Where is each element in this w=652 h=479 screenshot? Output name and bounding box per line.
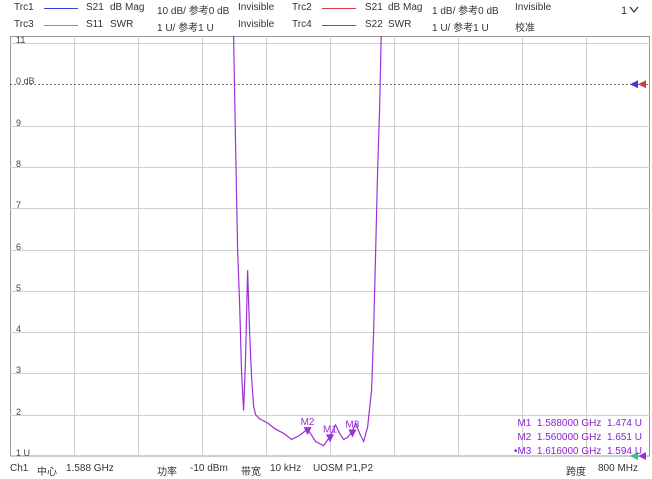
plot-area[interactable]: M1 M2 M3 11 0 dB 9 8 7 6 5 4 3 2 1 U M1 1.588000 GHz… (10, 34, 650, 461)
trace-state: Invisible (515, 2, 552, 13)
span-label: 跨度 (566, 467, 586, 478)
svg-text:1: 1 (621, 5, 627, 16)
marker-label: M1 (517, 418, 532, 429)
trace-name[interactable]: Trc3 (14, 19, 34, 30)
marker-freq: 1.588000 GHz (536, 418, 602, 429)
bandwidth-label: 带宽 (241, 467, 261, 478)
trace-header: Trc1 S21 dB Mag 10 dB/ 参考0 dB Invisible … (0, 0, 652, 36)
trace-line-sample (322, 25, 356, 26)
trace-state: 校准 (515, 23, 535, 34)
trace-state: Invisible (238, 2, 275, 13)
marker-value: 1.651 U (606, 432, 642, 443)
trace-state: Invisible (238, 19, 275, 30)
trace-row-2: Trc3 S11 SWR 1 U/ 参考1 U Invisible Trc4 S… (0, 19, 640, 34)
marker-value: 1.594 U (606, 446, 642, 457)
marker-tag-m2: M2 (301, 417, 315, 428)
trace-param[interactable]: S11 (86, 19, 104, 30)
status-bar: Ch1 中心 1.588 GHz 功率 -10 dBm 带宽 10 kHz UO… (0, 461, 652, 479)
y-axis-label: 5 (16, 282, 22, 293)
marker-readout-m3: •M3 1.616000 GHz 1.594 U (514, 446, 642, 457)
y-axis-label: 11 (16, 34, 26, 45)
trace-row-1: Trc1 S21 dB Mag 10 dB/ 参考0 dB Invisible … (0, 2, 640, 17)
trace-scale[interactable]: 1 dB/ 参考0 dB (432, 6, 499, 17)
marker-tag-m1: M1 (323, 424, 337, 435)
marker-readout-m1: M1 1.588000 GHz 1.474 U (517, 418, 642, 429)
trace-scale[interactable]: 10 dB/ 参考0 dB (157, 6, 230, 17)
marker-label: M3 (517, 446, 532, 457)
trace-param[interactable]: S21 (365, 2, 383, 13)
power-label: 功率 (157, 467, 177, 478)
trace-param[interactable]: S22 (365, 19, 383, 30)
marker-triangle-m3 (348, 429, 357, 438)
y-axis-label: 7 (16, 199, 22, 210)
trace-line-sample (322, 8, 356, 9)
center-label: 中心 (37, 467, 57, 478)
trace-format[interactable]: dB Mag (110, 2, 145, 13)
reference-arrow-trc4 (638, 452, 646, 460)
marker-freq: 1.616000 GHz (536, 446, 602, 457)
marker-tag-m3: M3 (345, 419, 359, 430)
calibration-status: UOSM P1,P2 (313, 463, 374, 474)
trace-format[interactable]: dB Mag (388, 2, 423, 13)
trace-plot: M1 M2 M3 (10, 36, 650, 460)
trace-format[interactable]: SWR (388, 19, 412, 30)
y-axis-label: 4 (16, 323, 22, 334)
trace-scale[interactable]: 1 U/ 参考1 U (432, 23, 489, 34)
trace-format[interactable]: SWR (110, 19, 134, 30)
y-axis-label: 3 (16, 364, 22, 375)
y-axis-label: 9 (16, 117, 22, 128)
active-marker-indicator: • (513, 446, 518, 457)
y-axis-label: 8 (16, 158, 22, 169)
trace-name[interactable]: Trc1 (14, 2, 34, 13)
trace-scale[interactable]: 1 U/ 参考1 U (157, 23, 214, 34)
span-value[interactable]: 800 MHz (598, 463, 639, 474)
reference-arrow-trc1 (630, 80, 638, 89)
y-axis-label: 1 U (16, 447, 31, 458)
reference-arrow-trc3 (630, 452, 638, 460)
trace-line-sample (44, 25, 78, 26)
y-axis-label: 0 dB (16, 75, 35, 86)
bandwidth-value[interactable]: 10 kHz (270, 463, 302, 474)
marker-label: M2 (517, 432, 532, 443)
power-value[interactable]: -10 dBm (190, 463, 228, 474)
marker-value: 1.474 U (606, 418, 642, 429)
marker-readout-m2: M2 1.560000 GHz 1.651 U (517, 432, 642, 443)
trace-param[interactable]: S21 (86, 2, 104, 13)
marker-freq: 1.560000 GHz (536, 432, 602, 443)
trace-name[interactable]: Trc4 (292, 19, 312, 30)
center-value[interactable]: 1.588 GHz (66, 463, 114, 474)
trace-name[interactable]: Trc2 (292, 2, 312, 13)
channel-label[interactable]: Ch1 (10, 463, 29, 474)
marker-triangle-m2 (303, 427, 312, 436)
marker-triangle-m1 (326, 434, 334, 443)
y-axis-label: 6 (16, 241, 22, 252)
trace-line-sample (44, 8, 78, 9)
y-axis-label: 2 (16, 406, 22, 417)
chevron-down-icon[interactable]: 1 (621, 4, 643, 19)
reference-arrow-trc2 (638, 80, 646, 89)
trace-line-trc4 (233, 36, 382, 447)
